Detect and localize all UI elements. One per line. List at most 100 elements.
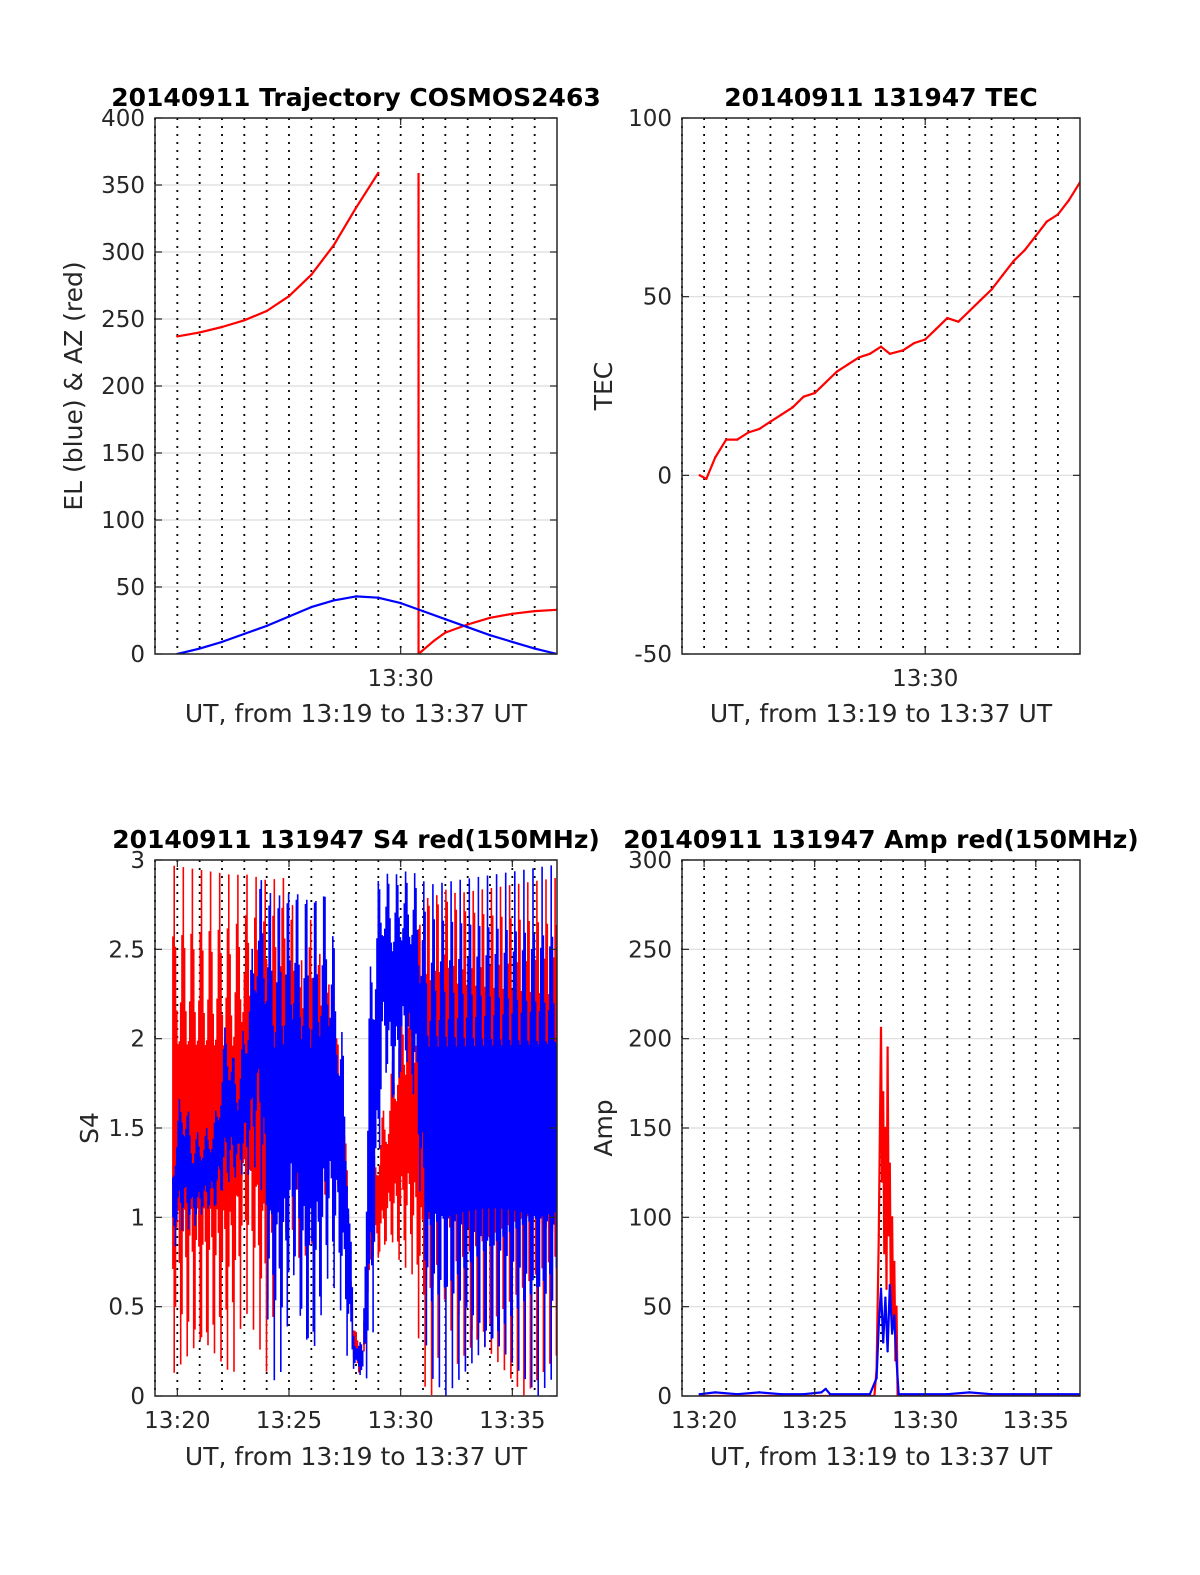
series-line-2 [172,865,557,1396]
y-tick-label: 1 [130,1205,145,1231]
y-tick-label: 0 [657,463,672,489]
y-tick-label: 250 [628,937,672,963]
y-tick-label: 2.5 [108,937,145,963]
y-tick-label: 0.5 [108,1295,145,1321]
data-point [884,1126,887,1130]
y-tick-label: 0 [130,642,145,668]
data-point [705,477,708,481]
data-point [924,338,927,341]
data-point [780,1393,783,1396]
data-point [868,1393,872,1396]
data-point [888,1284,891,1287]
data-point [880,1180,884,1183]
data-point [511,640,514,644]
y-tick-label: 400 [101,106,145,132]
plot-area [176,171,557,654]
data-point [828,1393,832,1396]
data-point [879,1287,883,1291]
data-point [714,1391,717,1394]
data-point [887,1234,890,1237]
data-point [1056,213,1060,216]
x-tick-label: 13:20 [144,1408,210,1434]
series-line-2 [177,595,557,654]
data-point [736,1393,739,1396]
y-tick-label: 2 [130,1027,145,1053]
y-tick-label: 0 [657,1384,672,1410]
data-point [824,381,827,384]
data-point [846,363,849,366]
data-point [758,1391,761,1394]
plot-area [172,865,557,1396]
data-point [868,352,872,355]
chart-title: 20140911 131947 TEC [724,83,1037,112]
data-point [377,171,380,175]
y-tick-label: 100 [101,508,145,534]
data-point [1023,249,1026,252]
data-point [198,647,201,650]
data-point [287,615,291,618]
x-tick-label: 13:30 [892,666,958,692]
x-axis-label: UT, from 13:19 to 13:37 UT [185,1442,528,1471]
data-point [243,319,246,322]
data-point [813,391,816,395]
series-line-1 [417,608,557,654]
data-point [1034,234,1038,238]
data-point [354,206,358,209]
data-point [890,1332,894,1335]
y-axis-label: EL (blue) & AZ (red) [59,261,88,510]
y-tick-label: 300 [101,240,145,266]
data-point [857,356,861,359]
data-point [1067,199,1071,202]
data-point [444,618,447,621]
data-point [1012,1393,1015,1396]
series-line-2 [699,1284,1080,1396]
data-point [884,1296,887,1299]
chart-panel-2: -50 0 50 100 13:30 20140911 131947 TEC UT, fro… [589,83,1081,728]
y-tick-label: 100 [628,1205,672,1231]
y-axis-label: TEC [589,362,618,412]
y-tick-label: 200 [101,374,145,400]
data-point [893,1314,896,1317]
data-point [736,438,739,441]
x-axis-label: UT, from 13:19 to 13:37 UT [185,699,528,728]
data-point [883,1251,886,1255]
series-line-1 [177,172,380,338]
data-point [897,1393,900,1396]
y-tick-label: -50 [634,642,672,668]
series-line-1 [699,1026,1080,1396]
data-point [220,640,224,644]
chart-title: 20140911 Trajectory COSMOS2463 [111,83,601,112]
y-tick-label: 3 [130,848,145,874]
chart-title: 20140911 131947 Amp red(150MHz) [623,825,1139,854]
data-point [310,605,313,609]
plot-area [698,1026,1080,1396]
x-axis-label: UT, from 13:19 to 13:37 UT [710,699,1053,728]
data-point [990,1393,993,1396]
data-point [901,349,905,352]
data-point [511,612,514,615]
y-tick-label: 50 [643,1295,672,1321]
data-point [725,438,728,441]
data-point [769,420,772,423]
data-point [698,1393,701,1396]
data-point [747,431,750,434]
y-tick-label: 0 [130,1384,145,1410]
y-tick-label: 1.5 [108,1116,145,1142]
data-point [886,1350,889,1353]
data-point [287,295,291,298]
data-point [895,1359,898,1362]
data-point [877,1323,880,1326]
data-point [1056,1393,1060,1396]
data-point [466,626,469,629]
data-point [882,1341,885,1344]
data-point [1001,274,1004,277]
data-point [310,273,313,276]
y-tick-label: 50 [643,285,672,311]
data-point [780,413,783,416]
x-tick-label: 13:25 [782,1408,848,1434]
data-point [433,639,436,642]
y-axis-label: S4 [75,1112,104,1144]
y-tick-label: 100 [628,106,672,132]
data-point [946,316,949,320]
data-point [421,609,425,613]
